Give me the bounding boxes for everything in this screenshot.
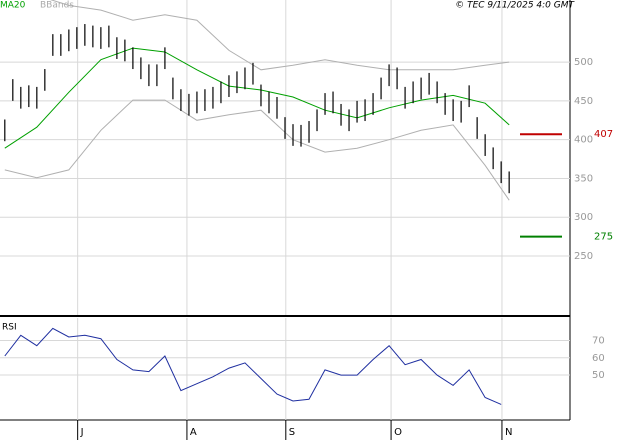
annotations: 250 300 350 400 450 500 50 60 70 J A S O N 407 275: [77, 57, 613, 440]
overlay-line: [4, 99, 510, 201]
x-tick-label: N: [505, 427, 512, 438]
y-tick-label: 50: [592, 370, 605, 381]
x-tick-label: J: [80, 427, 84, 438]
y-tick-label: 70: [592, 335, 605, 346]
price-panel: [0, 0, 570, 315]
level-label: 407: [594, 129, 613, 140]
legend-bbands: BBands: [40, 1, 74, 11]
copyright: © TEC 9/11/2025 4:0 GMT: [455, 1, 575, 11]
level-label: 275: [594, 232, 613, 243]
rsi-line: [4, 327, 502, 405]
plot-background: [0, 0, 570, 420]
overlay-line: [50, 0, 510, 71]
y-tick-label: 60: [592, 353, 605, 364]
y-tick-label: 250: [574, 251, 593, 262]
legend-ma20: MA20: [0, 1, 26, 11]
x-tick-label: S: [289, 427, 295, 438]
y-tick-label: 400: [574, 135, 593, 146]
y-tick-label: 350: [574, 173, 593, 184]
y-tick-label: 500: [574, 57, 593, 68]
y-tick-label: 450: [574, 96, 593, 107]
y-tick-label: 300: [574, 212, 593, 223]
x-tick-label: A: [190, 427, 197, 438]
rsi-panel: [0, 318, 570, 420]
x-tick-label: O: [394, 427, 402, 438]
rsi-title: RSI: [2, 323, 17, 333]
